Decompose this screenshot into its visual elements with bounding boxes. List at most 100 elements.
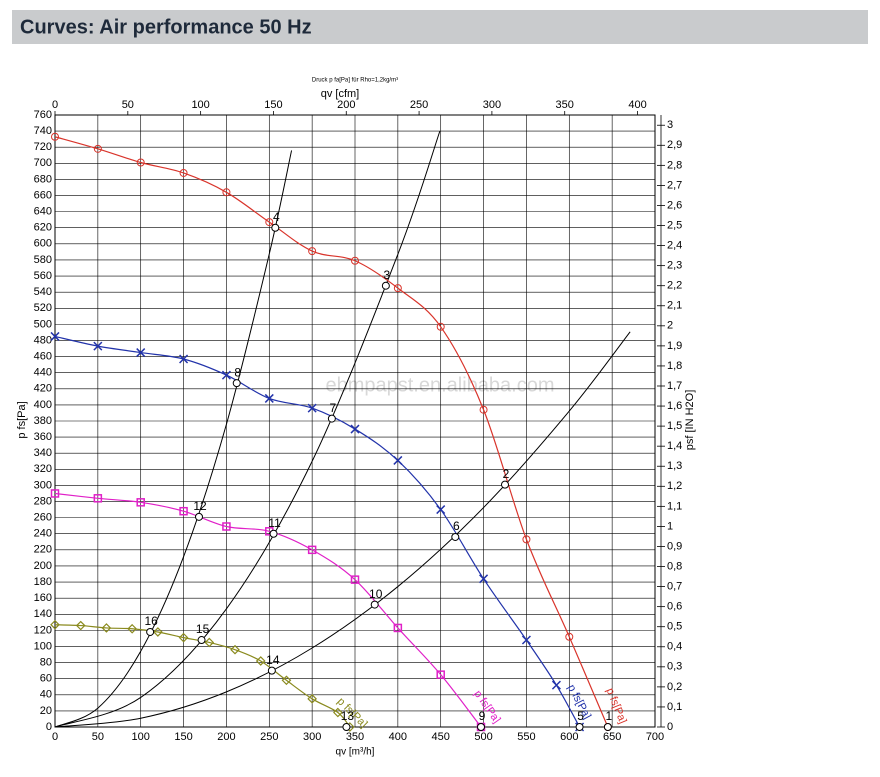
y-tick-label: 400 bbox=[34, 399, 52, 411]
y-tick-label: 160 bbox=[34, 592, 52, 604]
operating-point bbox=[501, 480, 509, 489]
y2-tick-label: 1,3 bbox=[667, 460, 682, 472]
operating-point bbox=[575, 723, 584, 731]
y2-axis-title: psf [IN H2O] bbox=[684, 390, 696, 451]
y2-tick-label: 2,9 bbox=[667, 139, 682, 151]
y2-tick-label: 2,2 bbox=[667, 280, 682, 292]
x2-tick-label: 150 bbox=[264, 99, 282, 111]
y-tick-label: 640 bbox=[34, 206, 52, 218]
marker bbox=[136, 158, 145, 167]
marker bbox=[351, 256, 359, 265]
operating-point-label: 8 bbox=[234, 365, 241, 379]
y-tick-label: 740 bbox=[34, 125, 52, 137]
y2-tick-label: 0,8 bbox=[667, 560, 682, 572]
marker bbox=[333, 707, 343, 718]
y2-tick-label: 3 bbox=[667, 119, 673, 131]
marker bbox=[101, 623, 112, 633]
y-tick-label: 120 bbox=[34, 624, 52, 636]
marker bbox=[127, 623, 137, 634]
marker bbox=[393, 284, 402, 293]
y-tick-label: 420 bbox=[34, 383, 52, 395]
title-bar bbox=[12, 10, 868, 44]
x-tick-label: 50 bbox=[92, 731, 104, 743]
marker bbox=[93, 144, 102, 153]
marker bbox=[521, 635, 531, 645]
marker bbox=[153, 627, 163, 637]
y2-tick-label: 0,1 bbox=[667, 701, 682, 713]
series-line bbox=[54, 492, 482, 728]
y-tick-label: 0 bbox=[46, 721, 52, 733]
system-curve bbox=[54, 150, 293, 728]
operating-point-label: 5 bbox=[577, 709, 584, 723]
marker bbox=[479, 405, 488, 414]
x2-tick-label: 250 bbox=[410, 99, 428, 111]
y-tick-label: 260 bbox=[34, 512, 52, 524]
subtitle: Druck p fa[Pa] für Rho=1,2kg/m³ bbox=[312, 78, 398, 84]
marker bbox=[178, 632, 189, 643]
operating-point bbox=[195, 512, 203, 521]
marker bbox=[50, 489, 60, 498]
y-tick-label: 480 bbox=[34, 334, 52, 346]
y2-tick-label: 0,9 bbox=[667, 540, 682, 552]
marker bbox=[436, 322, 445, 331]
y-axis-title: p fs[Pa] bbox=[16, 401, 28, 438]
operating-point bbox=[370, 600, 379, 609]
y-tick-label: 660 bbox=[34, 189, 52, 201]
operating-point-label: 13 bbox=[341, 709, 355, 723]
x2-tick-label: 100 bbox=[191, 99, 209, 111]
operating-point-label: 2 bbox=[503, 467, 510, 481]
operating-point bbox=[232, 379, 241, 388]
marker bbox=[479, 574, 489, 584]
series-line bbox=[54, 136, 609, 728]
operating-point bbox=[603, 723, 612, 731]
x-tick-label: 350 bbox=[346, 731, 364, 743]
x-tick-label: 250 bbox=[260, 731, 278, 743]
y-tick-label: 380 bbox=[34, 415, 52, 427]
operating-point-label: 7 bbox=[330, 401, 337, 415]
x2-tick-label: 50 bbox=[122, 99, 134, 111]
marker bbox=[265, 218, 274, 227]
marker bbox=[136, 498, 145, 507]
marker bbox=[75, 620, 86, 631]
x-tick-label: 550 bbox=[517, 731, 535, 743]
y-tick-label: 140 bbox=[34, 608, 52, 620]
y-tick-label: 540 bbox=[34, 286, 52, 298]
y-tick-label: 220 bbox=[34, 544, 52, 556]
x2-tick-label: 400 bbox=[628, 99, 646, 111]
operating-point-label: 16 bbox=[144, 614, 158, 628]
y2-tick-label: 2,5 bbox=[667, 219, 682, 231]
y-tick-label: 500 bbox=[34, 318, 52, 330]
y-tick-label: 620 bbox=[34, 222, 52, 234]
operating-point-label: 15 bbox=[196, 622, 210, 636]
operating-point-label: 12 bbox=[193, 499, 207, 513]
x2-tick-label: 350 bbox=[556, 99, 574, 111]
marker bbox=[350, 575, 360, 584]
y-tick-label: 680 bbox=[34, 173, 52, 185]
y2-tick-label: 2,8 bbox=[667, 159, 682, 171]
y2-tick-label: 2,1 bbox=[667, 300, 682, 312]
x-tick-label: 400 bbox=[389, 731, 407, 743]
operating-point-label: 1 bbox=[606, 709, 613, 723]
marker bbox=[51, 132, 59, 141]
operating-point-label: 6 bbox=[453, 519, 460, 533]
marker bbox=[93, 341, 103, 351]
x-tick-label: 300 bbox=[303, 731, 321, 743]
marker bbox=[308, 247, 317, 256]
y2-tick-label: 0,3 bbox=[667, 661, 682, 673]
marker bbox=[393, 455, 403, 465]
x2-tick-label: 200 bbox=[337, 99, 355, 111]
y2-tick-label: 1,4 bbox=[667, 440, 682, 452]
marker bbox=[230, 644, 240, 655]
y-tick-label: 100 bbox=[34, 640, 52, 652]
y-tick-label: 560 bbox=[34, 270, 52, 282]
operating-point-label: 11 bbox=[268, 516, 281, 530]
y-tick-label: 280 bbox=[34, 495, 52, 507]
y2-tick-label: 2,6 bbox=[667, 199, 682, 211]
marker bbox=[93, 494, 103, 503]
y-tick-label: 180 bbox=[34, 576, 52, 588]
y-tick-label: 300 bbox=[34, 479, 52, 491]
y-tick-label: 460 bbox=[34, 350, 52, 362]
y2-tick-label: 0,4 bbox=[667, 641, 682, 653]
